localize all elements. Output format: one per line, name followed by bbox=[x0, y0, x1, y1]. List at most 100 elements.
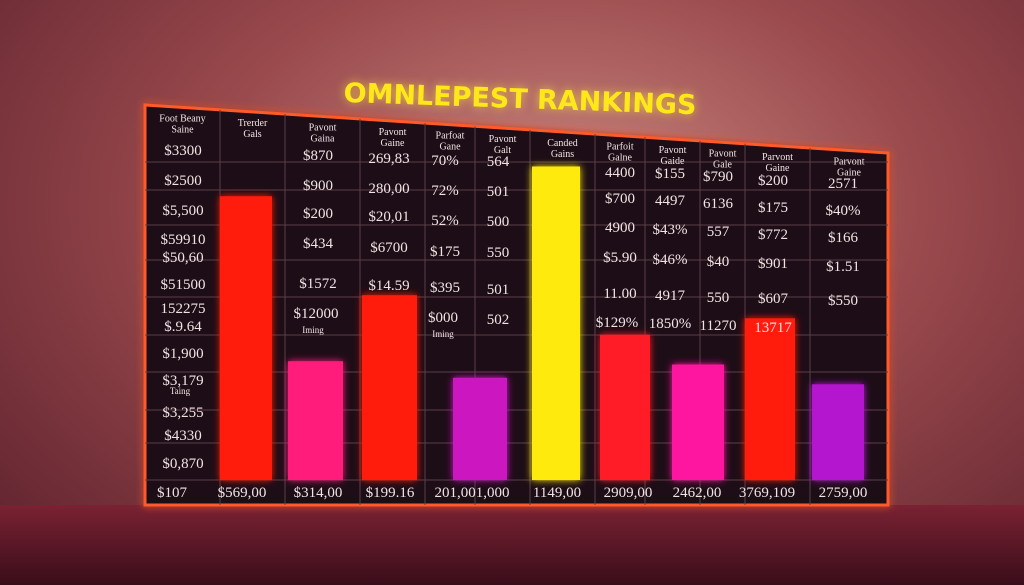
cell-value: $1572 bbox=[299, 276, 337, 292]
bottom-value-label: 3769,109 bbox=[739, 485, 795, 501]
row-label: $50,60 bbox=[162, 250, 203, 266]
cell-value: 269,83 bbox=[368, 151, 409, 167]
cell-value: $5.90 bbox=[603, 250, 637, 266]
column-header-label: Parfoit bbox=[606, 142, 633, 153]
cell-value: $434 bbox=[303, 236, 334, 252]
row-label: $4330 bbox=[164, 428, 202, 444]
cell-value: 550 bbox=[707, 290, 730, 306]
column-header-label: Parvont bbox=[833, 156, 864, 167]
cell-value: $46% bbox=[653, 252, 688, 268]
bar bbox=[288, 361, 343, 480]
cell-value: $000 bbox=[428, 310, 458, 326]
bar bbox=[362, 295, 417, 480]
cell-value: $12000 bbox=[294, 306, 339, 322]
column-header-label: Galt bbox=[494, 145, 511, 156]
cell-value: $175 bbox=[758, 200, 788, 216]
cell-note: Taing bbox=[170, 386, 191, 396]
cell-value: 4917 bbox=[655, 288, 686, 304]
column-header-label: Gaine bbox=[837, 167, 861, 178]
bottom-value-label: 2909,00 bbox=[604, 485, 653, 501]
column-header-label: Parvont bbox=[762, 152, 793, 163]
cell-value: $870 bbox=[303, 148, 333, 164]
cell-value: $155 bbox=[655, 166, 685, 182]
bar bbox=[453, 377, 507, 480]
cell-value: 501 bbox=[487, 282, 510, 298]
row-label: $3,179 bbox=[162, 373, 203, 389]
row-label: 152275 bbox=[161, 301, 206, 317]
cell-value: $20,01 bbox=[368, 209, 409, 225]
cell-value: 4497 bbox=[655, 193, 686, 209]
column-header-label: Pavont bbox=[659, 145, 687, 156]
cell-value: $200 bbox=[303, 206, 333, 222]
column-header-label: Parfoat bbox=[436, 131, 465, 142]
column-header-label: Gaine bbox=[766, 163, 790, 174]
column-header-label: Pavont bbox=[309, 122, 337, 133]
cell-value: 70% bbox=[431, 153, 459, 169]
cell-value: 502 bbox=[487, 312, 510, 328]
cell-value: $129% bbox=[596, 315, 639, 331]
cell-value: 557 bbox=[707, 224, 730, 240]
cell-value: $772 bbox=[758, 227, 788, 243]
reflective-floor bbox=[0, 505, 1024, 585]
bottom-value-label: 201,001,000 bbox=[435, 485, 510, 501]
bottom-value-label: $199.16 bbox=[366, 485, 415, 501]
chart-labels: Foot BeanySaineTrerderGalsPavontGainaPav… bbox=[157, 113, 867, 501]
bottom-value-label: $314,00 bbox=[294, 485, 343, 501]
cell-note: Iming bbox=[432, 329, 454, 339]
column-header-label: Pavont bbox=[379, 127, 407, 138]
cell-value: $550 bbox=[828, 293, 858, 309]
row-label: $.9.64 bbox=[164, 319, 202, 335]
bar bbox=[532, 166, 580, 480]
cell-value: 52% bbox=[431, 213, 459, 229]
column-header-label: Trerder bbox=[238, 118, 268, 129]
row-label: $3,255 bbox=[162, 405, 203, 421]
cell-value: $6700 bbox=[370, 240, 408, 256]
bottom-value-label: $569,00 bbox=[218, 485, 267, 501]
row-label: $5,500 bbox=[162, 203, 203, 219]
cell-value: 11270 bbox=[700, 318, 737, 334]
cell-value: 564 bbox=[487, 154, 510, 170]
row-label: $1,900 bbox=[162, 346, 203, 362]
row-label: $2500 bbox=[164, 173, 202, 189]
cell-value: 280,00 bbox=[368, 181, 409, 197]
cell-value: 550 bbox=[487, 245, 510, 261]
cell-value: $166 bbox=[828, 230, 859, 246]
bottom-value-label: 2759,00 bbox=[819, 485, 868, 501]
column-header-label: Galne bbox=[608, 153, 632, 164]
bar bbox=[600, 334, 650, 480]
column-header-label: Gale bbox=[713, 159, 732, 170]
cell-value: $607 bbox=[758, 291, 789, 307]
cell-value: $900 bbox=[303, 178, 333, 194]
column-header-label: Pavont bbox=[489, 134, 517, 145]
bar-series bbox=[220, 166, 864, 480]
column-header-label: Gals bbox=[243, 129, 261, 140]
cell-value: $1.51 bbox=[826, 259, 860, 275]
column-header-label: Saine bbox=[171, 124, 194, 135]
column-header-label: Gaine bbox=[381, 138, 405, 149]
column-header-label: Gaide bbox=[661, 156, 685, 167]
cell-value: $901 bbox=[758, 256, 788, 272]
cell-value: $43% bbox=[653, 222, 688, 238]
column-header-label: Gaina bbox=[311, 133, 335, 144]
cell-value: $175 bbox=[430, 244, 460, 260]
cell-value: 2571 bbox=[828, 176, 858, 192]
bar bbox=[220, 196, 272, 480]
row-label: $3300 bbox=[164, 143, 202, 159]
cell-value: $790 bbox=[703, 169, 733, 185]
column-header-label: Gane bbox=[439, 142, 461, 153]
cell-value: 11.00 bbox=[603, 286, 636, 302]
bar bbox=[812, 384, 864, 480]
column-header-label: Foot Beany bbox=[159, 113, 205, 124]
row-label: $0,870 bbox=[162, 456, 203, 472]
cell-value: 13717 bbox=[754, 320, 792, 336]
cell-value: $700 bbox=[605, 191, 635, 207]
bar bbox=[672, 364, 724, 480]
bottom-value-label: $107 bbox=[157, 485, 188, 501]
column-header-label: Pavont bbox=[709, 148, 737, 159]
cell-value: $40 bbox=[707, 254, 730, 270]
column-header-label: Canded bbox=[547, 138, 578, 149]
cell-value: 6136 bbox=[703, 196, 734, 212]
cell-value: 4400 bbox=[605, 165, 635, 181]
row-label: $59910 bbox=[161, 232, 206, 248]
